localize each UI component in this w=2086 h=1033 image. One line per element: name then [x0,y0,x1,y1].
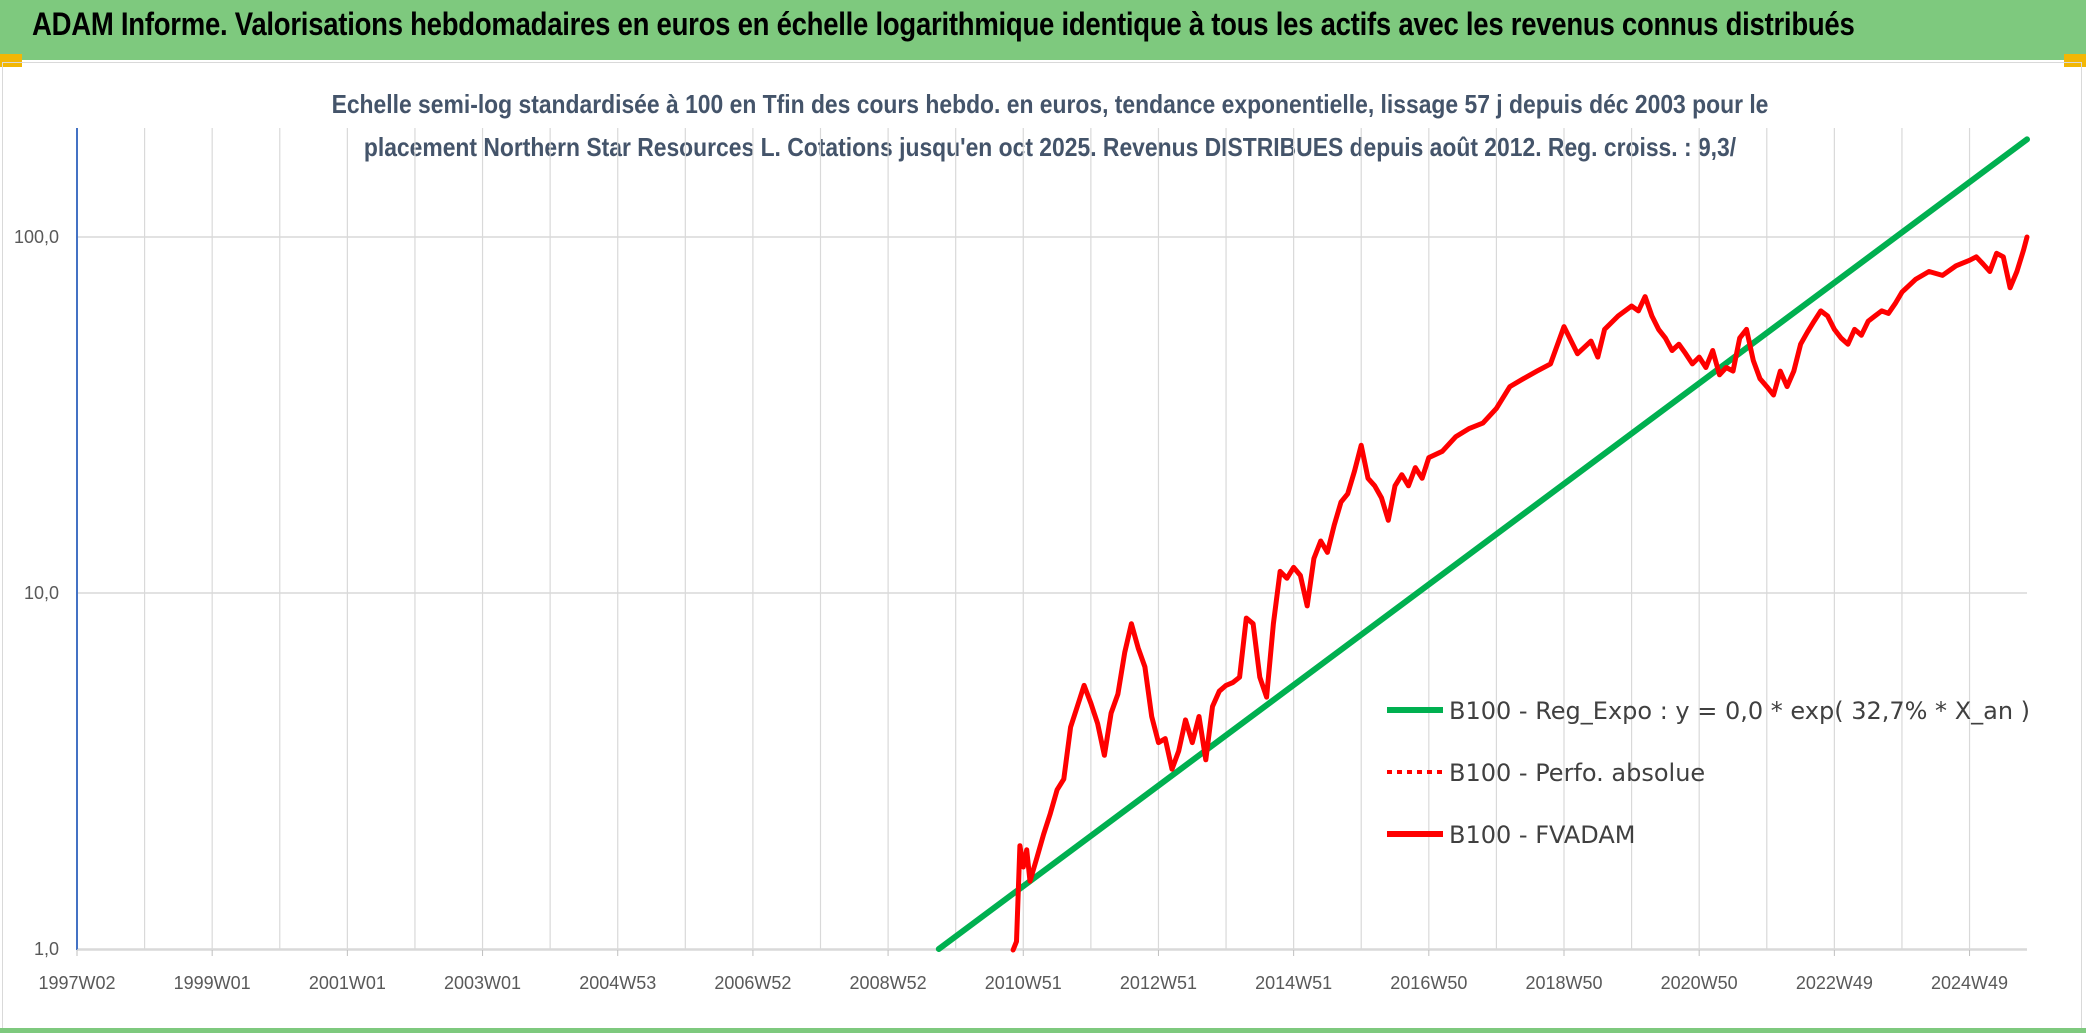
x-tick-label: 2020W50 [1661,973,1738,993]
x-tick-label: 2006W52 [714,973,791,993]
series-reg-expo-line [935,136,2030,952]
chart-subtitle-line-1: Echelle semi-log standardisée à 100 en T… [331,89,1769,119]
x-tick-label: 2024W49 [1931,973,2008,993]
x-tick-label: 1997W02 [38,973,115,993]
y-tick-label: 1,0 [34,939,59,959]
x-tick-label: 2003W01 [444,973,521,993]
corner-marker-right [2064,54,2086,67]
legend-label: B100 - Perfo. absolue [1449,759,1705,787]
y-tick-label: 100,0 [14,227,59,247]
x-tick-label: 2018W50 [1525,973,1602,993]
x-tick-label: 2016W50 [1390,973,1467,993]
legend-label: B100 - FVADAM [1449,821,1635,849]
report-header: ADAM Informe. Valorisations hebdomadaire… [0,0,2086,60]
report-title: ADAM Informe. Valorisations hebdomadaire… [32,6,1855,42]
x-tick-label: 2022W49 [1796,973,1873,993]
axis-layer: 1,0 10,0 100,0 1997W02 1999W01 2001W01 2003W01… [14,128,2027,993]
corner-marker-left [0,54,22,67]
series-layer [935,136,2030,953]
x-tick-label: 2001W01 [309,973,386,993]
x-tick-label: 2004W53 [579,973,656,993]
series-fvadam-line [1010,234,2030,953]
legend: B100 - Reg_Expo : y = 0,0 * exp( 32,7% *… [1387,697,2030,849]
x-tick-label: 2012W51 [1120,973,1197,993]
x-tick-label: 2014W51 [1255,973,1332,993]
legend-label: B100 - Reg_Expo : y = 0,0 * exp( 32,7% *… [1449,697,2030,725]
x-tick-label: 2010W51 [985,973,1062,993]
bottom-strip [0,1028,2086,1033]
grid-layer [76,128,2027,950]
chart-subtitle-line-2: placement Northern Star Resources L. Cot… [363,132,1737,162]
x-tick-label: 1999W01 [174,973,251,993]
x-tick-label: 2008W52 [850,973,927,993]
y-tick-label: 10,0 [24,583,59,603]
